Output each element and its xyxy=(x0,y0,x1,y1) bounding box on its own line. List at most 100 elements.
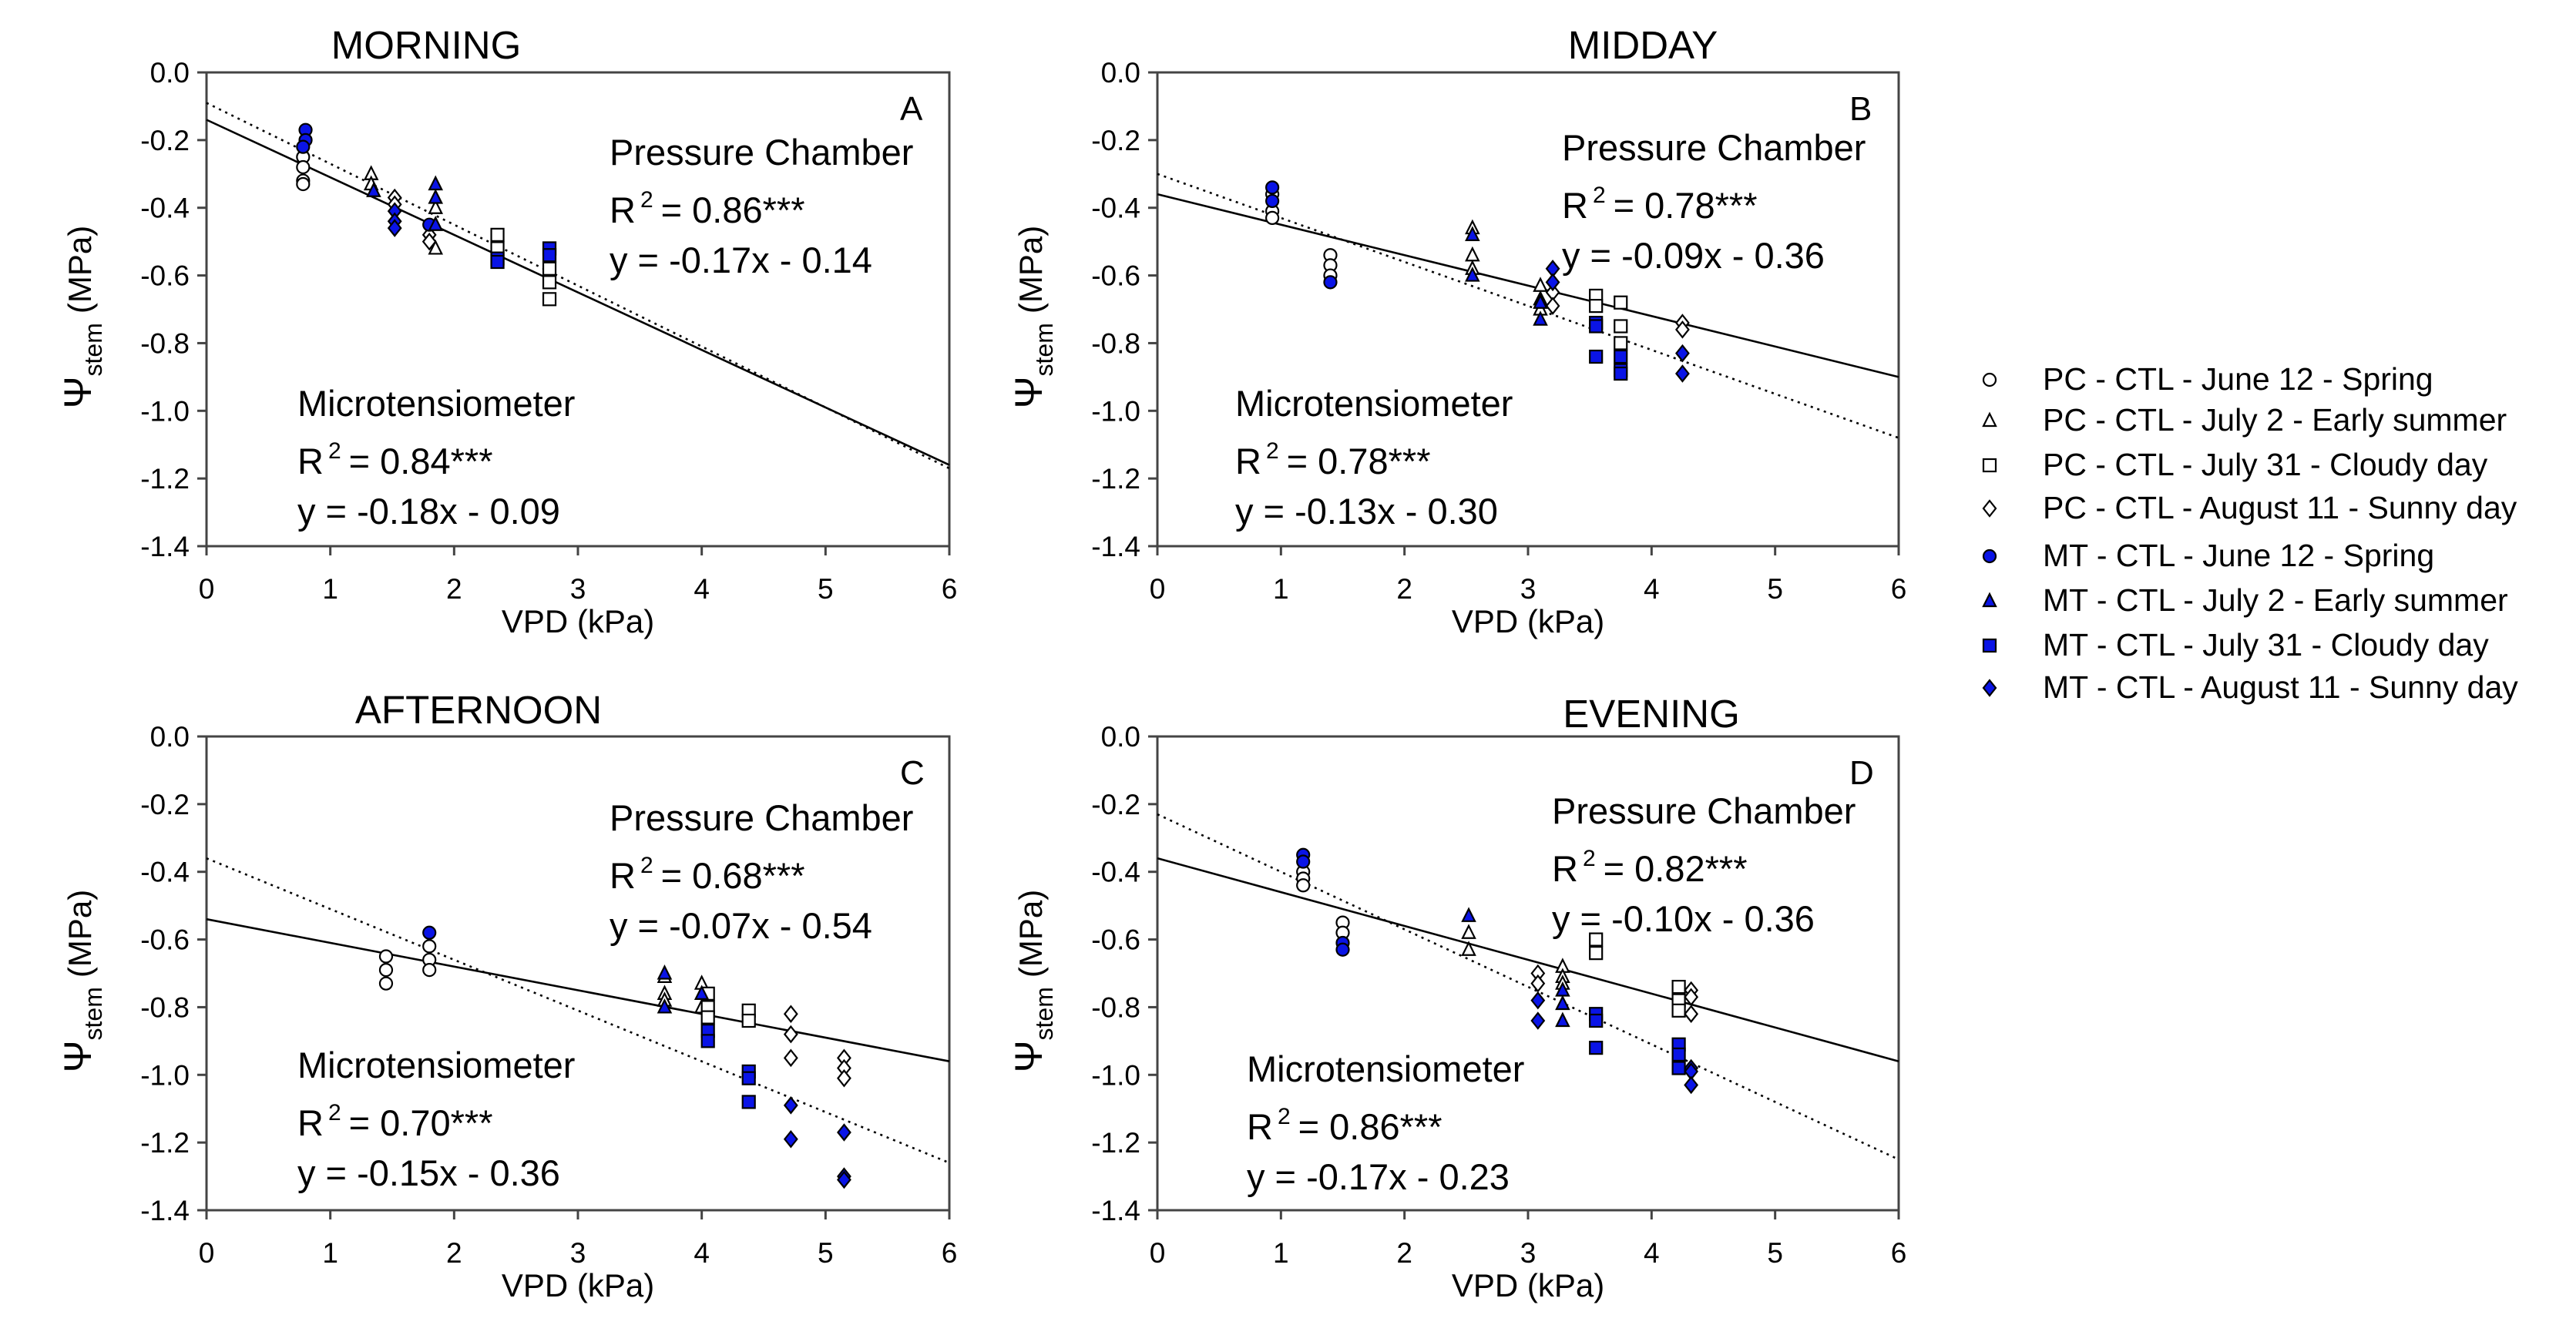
pc-regression-line xyxy=(1157,193,1899,378)
x-tick-label: 4 xyxy=(1644,573,1660,605)
data-point xyxy=(296,176,311,192)
pc-equation: y = -0.09x - 0.36 xyxy=(1562,235,1825,276)
data-point xyxy=(1675,320,1690,339)
y-tick-label: -1.0 xyxy=(140,1059,190,1091)
legend-label: PC - CTL - July 2 - Early summer xyxy=(2043,402,2507,438)
y-tick-label: -1.0 xyxy=(1091,1059,1140,1091)
x-tick-label: 3 xyxy=(1520,1237,1537,1269)
x-tick-label: 2 xyxy=(1396,1237,1412,1269)
legend-label: PC - CTL - June 12 - Spring xyxy=(2043,361,2433,397)
y-tick-label: -0.6 xyxy=(140,924,190,956)
panel-letter: D xyxy=(1849,754,1874,792)
x-tick-label: 4 xyxy=(694,1237,710,1269)
data-point xyxy=(1265,193,1280,209)
y-axis-unit: (MPa) xyxy=(62,226,98,314)
data-point xyxy=(657,998,673,1014)
y-tick-label: -0.4 xyxy=(1091,193,1140,224)
pc-r-squared: R 2 = 0.68*** xyxy=(610,853,805,896)
data-point xyxy=(1461,924,1476,939)
y-tick-label: -0.2 xyxy=(1091,125,1140,156)
legend-item: MT - CTL - July 31 - Cloudy day xyxy=(1982,627,2489,662)
x-tick-label: 2 xyxy=(446,1237,462,1269)
y-tick-label: -1.2 xyxy=(140,463,190,495)
y-axis-subscript: stem xyxy=(79,987,107,1040)
y-tick-label: -1.0 xyxy=(1091,395,1140,427)
series-pc-square xyxy=(1589,932,1686,1018)
legend-label: PC - CTL - July 31 - Cloudy day xyxy=(2043,447,2488,482)
data-point xyxy=(296,139,311,154)
y-tick-label: 0.0 xyxy=(1101,57,1140,89)
y-axis-unit: (MPa) xyxy=(62,890,98,978)
data-point xyxy=(1614,319,1628,334)
panel-title: MIDDAY xyxy=(1568,23,1718,67)
data-point xyxy=(1335,942,1350,957)
series-pc-triangle xyxy=(1465,219,1548,316)
y-tick-label: -0.8 xyxy=(140,991,190,1023)
series-pc-square xyxy=(700,986,756,1028)
data-point xyxy=(1323,275,1338,290)
r2-superscript: 2 xyxy=(1583,846,1596,871)
y-axis-label: Ψstem (MPa) xyxy=(1007,890,1058,1072)
pc-regression-line xyxy=(1157,857,1899,1062)
series-pc-square xyxy=(1589,288,1628,351)
x-tick-label: 0 xyxy=(1150,1237,1166,1269)
y-tick-label: -0.8 xyxy=(140,327,190,359)
data-point xyxy=(657,964,673,980)
y-tick-label: -0.4 xyxy=(140,857,190,888)
legend-label: MT - CTL - July 2 - Early summer xyxy=(2043,582,2508,618)
r2-superscript: 2 xyxy=(1278,1104,1291,1129)
data-point xyxy=(422,963,437,978)
y-axis-label: Ψstem (MPa) xyxy=(56,890,107,1072)
series-pc-diamond xyxy=(1545,283,1690,339)
mt-label: Microtensiometer xyxy=(1247,1048,1524,1089)
y-tick-label: 0.0 xyxy=(1101,721,1140,753)
pc-regression-line xyxy=(206,917,950,1062)
y-axis-unit: (MPa) xyxy=(1013,226,1049,314)
data-point xyxy=(837,1170,851,1189)
mt-equation: y = -0.15x - 0.36 xyxy=(297,1152,560,1193)
data-point xyxy=(1296,878,1311,893)
mt-r-squared: R 2 = 0.84*** xyxy=(297,438,493,481)
data-point xyxy=(700,1034,715,1048)
x-tick-label: 0 xyxy=(199,1237,215,1269)
legend-item: PC - CTL - June 12 - Spring xyxy=(1982,361,2433,397)
y-tick-label: -1.2 xyxy=(140,1127,190,1159)
y-tick-label: -0.8 xyxy=(1091,327,1140,359)
pc-label: Pressure Chamber xyxy=(1562,127,1866,168)
legend-item: MT - CTL - June 12 - Spring xyxy=(1982,538,2434,573)
x-axis-label: VPD (kPa) xyxy=(502,1267,654,1303)
x-tick-label: 3 xyxy=(1520,573,1537,605)
legend-label: PC - CTL - August 11 - Sunny day xyxy=(2043,490,2517,525)
legend-square-icon xyxy=(1982,638,1997,653)
data-point xyxy=(1671,1061,1686,1075)
mt-r-squared: R 2 = 0.70*** xyxy=(297,1100,493,1143)
x-tick-label: 6 xyxy=(942,573,958,605)
data-point xyxy=(1614,336,1628,351)
r2-symbol: R xyxy=(1562,185,1588,226)
x-tick-label: 5 xyxy=(1767,573,1783,605)
pc-label: Pressure Chamber xyxy=(1552,790,1856,831)
data-point xyxy=(542,248,557,263)
data-point xyxy=(1465,226,1480,241)
x-tick-label: 5 xyxy=(818,573,834,605)
r2-superscript: 2 xyxy=(328,1100,341,1125)
data-point xyxy=(1675,344,1690,363)
data-point xyxy=(783,1005,798,1023)
data-point xyxy=(1530,974,1546,993)
pc-label: Pressure Chamber xyxy=(610,797,913,838)
data-point xyxy=(1461,941,1476,956)
x-tick-label: 1 xyxy=(1273,1237,1289,1269)
y-tick-label: -0.2 xyxy=(140,125,190,156)
x-tick-label: 5 xyxy=(818,1237,834,1269)
legend: PC - CTL - June 12 - Spring PC - CTL - Ju… xyxy=(1982,361,2518,705)
legend-item: MT - CTL - July 2 - Early summer xyxy=(1982,582,2508,618)
x-tick-label: 3 xyxy=(570,1237,586,1269)
y-tick-label: -1.2 xyxy=(1091,1127,1140,1159)
legend-circle-icon xyxy=(1982,548,1997,564)
data-point xyxy=(1530,1011,1546,1030)
data-point xyxy=(1589,1013,1604,1028)
mt-label: Microtensiometer xyxy=(297,1045,575,1085)
panel-title: AFTERNOON xyxy=(355,688,602,732)
series-mt-triangle xyxy=(657,964,710,1014)
data-point xyxy=(422,939,437,954)
